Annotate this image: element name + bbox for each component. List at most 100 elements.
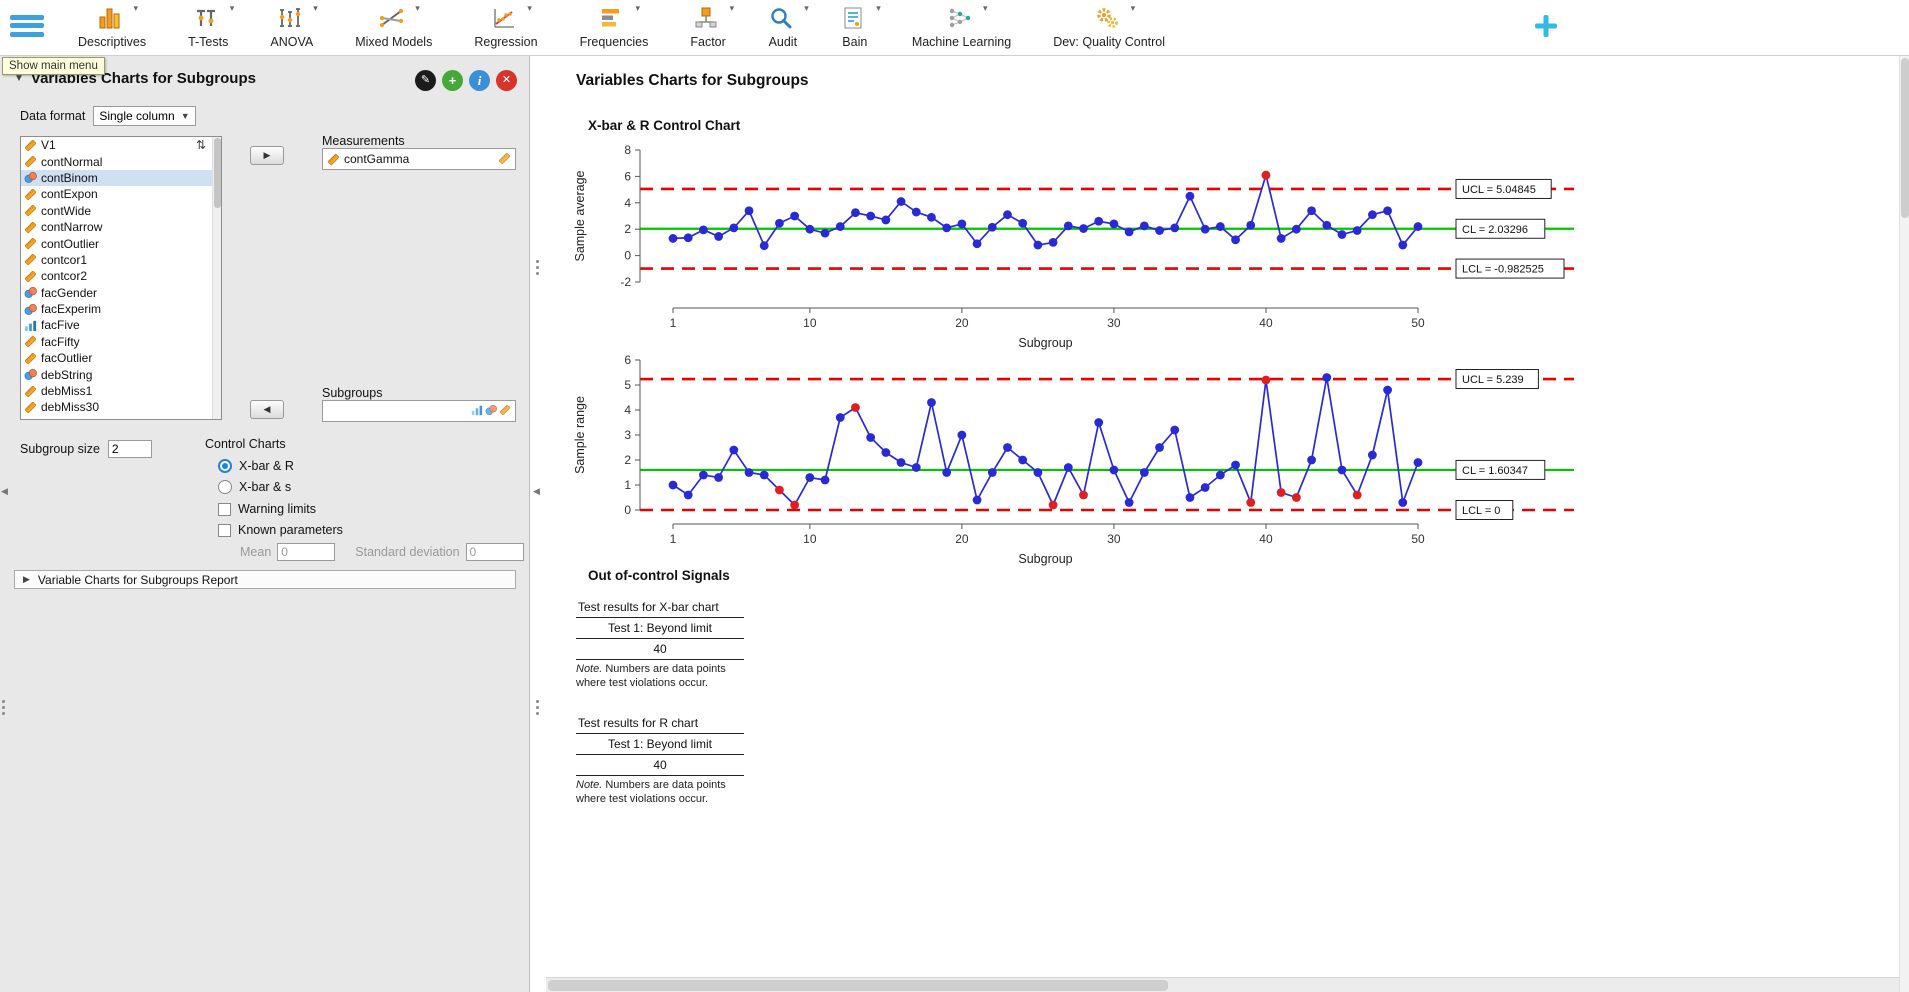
variable-item[interactable]: contOutlier <box>21 235 221 251</box>
table-note: Note. Numbers are data points where test… <box>576 779 726 805</box>
collapse-left-panel-arrow[interactable]: ◀ <box>1 486 8 496</box>
variable-item[interactable]: contcor2 <box>21 268 221 284</box>
variable-item[interactable]: debString <box>21 366 221 382</box>
info-button[interactable]: i <box>469 70 490 91</box>
variable-item[interactable]: V1 <box>21 137 221 153</box>
ribbon-anova[interactable]: ▾ ANOVA <box>270 3 318 49</box>
subgroup-size-input[interactable] <box>107 440 152 458</box>
ribbon-descriptives[interactable]: ▾ Descriptives <box>78 3 147 49</box>
data-format-label: Data format <box>20 109 86 123</box>
ribbon-bain[interactable]: ▾ Bain <box>834 0 881 49</box>
ribbon-regression[interactable]: ▾ Regression <box>474 3 538 49</box>
audit-icon <box>771 8 792 29</box>
results-panel: Variables Charts for Subgroups X-bar & R… <box>546 56 1899 977</box>
results-horizontal-scrollbar[interactable] <box>546 977 1899 992</box>
chevron-down-icon: ▾ <box>415 3 420 13</box>
data-point <box>1367 450 1377 460</box>
sort-variables-icon[interactable]: ⇅ <box>195 138 207 152</box>
chevron-down-icon: ▾ <box>527 3 532 13</box>
measurement-variable-chip[interactable]: contGamma <box>327 152 409 166</box>
ribbon-modules: ▾ Descriptives ▾ T-Tests ▾ ANOVA ▾ Mixed Models… <box>72 0 1171 56</box>
data-point <box>896 197 906 206</box>
assign-measurements-button[interactable]: ▶ <box>250 146 284 165</box>
data-point <box>987 222 997 232</box>
svg-text:1: 1 <box>670 316 677 330</box>
plus-icon <box>1535 15 1557 37</box>
variable-item[interactable]: facFive <box>21 317 221 333</box>
variable-item[interactable]: contNormal <box>21 153 221 169</box>
results-vertical-scrollbar[interactable] <box>1899 56 1909 992</box>
variable-item[interactable]: contBinom <box>21 169 221 187</box>
data-format-select[interactable]: Single column ▼ <box>93 106 196 126</box>
options-splitter-handle[interactable] <box>536 260 542 275</box>
collapse-arrow-icon[interactable]: ▼ <box>14 73 24 84</box>
variable-item[interactable]: facOutlier <box>21 350 221 366</box>
subgroups-field[interactable] <box>322 400 516 422</box>
ribbon-mixed-models[interactable]: ▾ Mixed Models <box>355 3 433 49</box>
data-point <box>668 480 678 490</box>
cl-label: CL = 1.60347 <box>1462 465 1528 477</box>
data-point <box>1185 191 1195 201</box>
ribbon-machine-learning[interactable]: ▾ Machine Learning <box>911 3 1012 49</box>
svg-text:1: 1 <box>670 532 677 546</box>
ribbon-t-tests[interactable]: ▾ T-Tests <box>188 3 235 49</box>
lcl-label-box <box>1455 500 1514 520</box>
report-section-header[interactable]: ▶ Variable Charts for Subgroups Report <box>14 570 516 589</box>
close-analysis-button[interactable]: ✕ <box>496 70 517 91</box>
variable-item[interactable]: contNarrow <box>21 219 221 235</box>
measurements-field[interactable]: contGamma <box>322 148 516 170</box>
scale-icon <box>24 385 37 397</box>
data-point <box>805 473 815 482</box>
data-point <box>1018 455 1028 465</box>
table-title: Test results for X-bar chart <box>578 600 719 614</box>
measurements-label: Measurements <box>322 134 405 148</box>
ribbon-frequencies[interactable]: ▾ Frequencies <box>579 3 649 49</box>
variable-item[interactable]: facExperim <box>21 301 221 317</box>
svg-text:50: 50 <box>1411 532 1425 546</box>
data-point <box>1231 460 1240 470</box>
variable-item[interactable]: debMiss1 <box>21 383 221 399</box>
scale-icon <box>24 352 37 364</box>
mean-input[interactable] <box>277 543 336 561</box>
checkbox-icon[interactable] <box>218 502 231 516</box>
data-point <box>759 241 769 251</box>
checkbox-icon[interactable] <box>218 523 231 537</box>
scale-icon <box>24 188 37 200</box>
chevron-down-icon: ▾ <box>804 3 809 13</box>
ribbon-dev-quality-control[interactable]: ▾ Dev: Quality Control <box>1053 3 1166 49</box>
add-module-button[interactable] <box>1532 12 1560 40</box>
options-splitter-handle-2[interactable] <box>536 700 542 715</box>
main-menu-button[interactable] <box>10 11 44 43</box>
variable-item[interactable]: contExpon <box>21 186 221 202</box>
radio-icon[interactable] <box>218 480 232 494</box>
data-series-line <box>672 377 1419 508</box>
remove-subgroups-button[interactable]: ◀ <box>250 400 284 419</box>
available-variables-list[interactable]: ⇅ V1 contNormal contBinom contExpon contWide… <box>20 136 222 420</box>
variable-item[interactable]: facFifty <box>21 334 221 350</box>
radio-selected-icon[interactable] <box>218 459 232 473</box>
collapse-options-arrow[interactable]: ◀ <box>533 486 540 496</box>
ribbon-audit[interactable]: ▾ Audit <box>768 3 809 49</box>
checkbox-warning-limits[interactable]: Warning limits <box>218 502 316 516</box>
data-point <box>1170 223 1180 233</box>
ribbon-factor[interactable]: ▾ Factor <box>690 3 735 49</box>
signals-section-title: Out of-control Signals <box>588 568 730 583</box>
variable-item[interactable]: contWide <box>21 203 221 219</box>
left-splitter-handle[interactable] <box>2 700 8 715</box>
sd-input[interactable] <box>465 543 524 561</box>
radio-xbar-s[interactable]: X-bar & s <box>218 480 291 494</box>
duplicate-analysis-button[interactable]: + <box>442 70 463 91</box>
ordinal-icon <box>471 405 483 416</box>
variable-item[interactable]: debMiss30 <box>21 399 221 415</box>
data-point <box>1155 226 1164 235</box>
variable-list-scrollbar[interactable] <box>212 137 221 419</box>
radio-xbar-r[interactable]: X-bar & R <box>218 459 294 473</box>
edit-title-button[interactable]: ✎ <box>415 70 436 91</box>
scale-icon <box>24 237 37 250</box>
variable-item[interactable]: facGender <box>21 285 221 301</box>
svg-text:0: 0 <box>624 249 631 263</box>
violation-point <box>1261 375 1271 385</box>
lcl-label: LCL = 0 <box>1462 505 1500 517</box>
variable-item[interactable]: contcor1 <box>21 252 221 268</box>
checkbox-known-parameters[interactable]: Known parameters <box>218 523 343 537</box>
